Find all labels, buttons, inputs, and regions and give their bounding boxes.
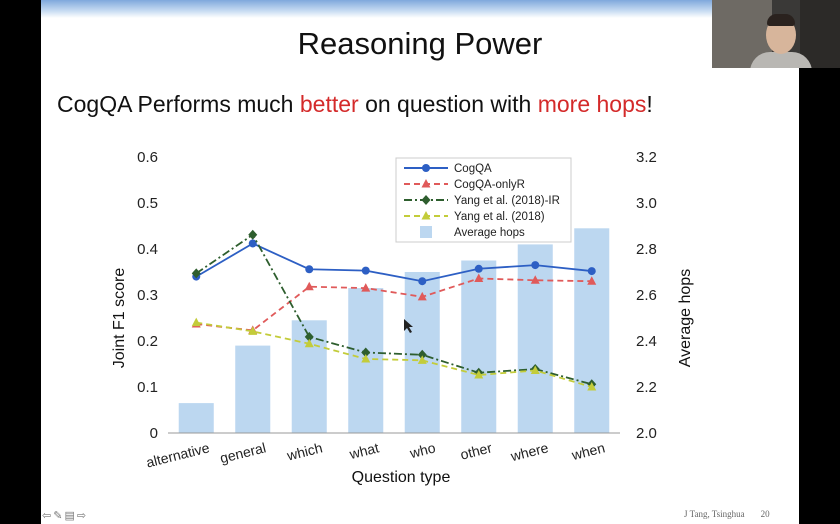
- category-label-where: where: [508, 439, 550, 464]
- right-tick-label-4: 2.8: [636, 241, 657, 258]
- series-3-point-which: [304, 338, 314, 348]
- category-label-what: what: [347, 439, 381, 462]
- slide-title: Reasoning Power: [297, 26, 543, 61]
- series-1-point-when: [587, 276, 597, 285]
- presenter-shirt: [750, 52, 812, 68]
- series-3-point-where: [530, 365, 540, 374]
- series-3-point-alternative: [191, 317, 201, 327]
- bar-average-hops-when: [574, 228, 610, 433]
- series-line-3: [196, 321, 593, 388]
- series-line-1: [196, 277, 592, 332]
- slide-nav-controls: ⇦✎▤⇨: [42, 509, 88, 522]
- headline-exclamation: !: [646, 91, 653, 117]
- slide-headline: CogQA Performs much better on question w…: [57, 91, 653, 118]
- y-axis-title-right: Average hops: [677, 269, 694, 367]
- series-1-point-where: [530, 275, 540, 284]
- category-label-general: general: [218, 439, 267, 466]
- series-2-point-who: [417, 349, 427, 360]
- bar-average-hops-where: [517, 244, 553, 433]
- left-tick-label-3: 0.3: [137, 287, 158, 304]
- right-tick-label-1: 2.2: [636, 379, 657, 396]
- series-line-2: [195, 233, 592, 386]
- legend-entry-4: Average hops: [454, 227, 525, 239]
- series-2-point-alternative: [191, 268, 201, 279]
- left-tick-label-4: 0.4: [137, 241, 158, 258]
- slide-canvas: [41, 0, 799, 524]
- x-axis-title: Question type: [352, 469, 451, 486]
- series-3-point-what: [361, 353, 371, 363]
- series-0-point-general: [248, 239, 257, 248]
- left-tick-label-1: 0.1: [137, 379, 158, 396]
- series-0-point-what: [361, 266, 370, 275]
- headline-text-1: CogQA Performs much: [57, 91, 300, 117]
- category-label-other: other: [459, 439, 494, 462]
- series-2-point-what: [361, 347, 371, 358]
- right-tick-label-6: 3.2: [636, 149, 657, 166]
- series-0-point-when: [587, 267, 596, 276]
- series-3-point-when: [587, 382, 597, 391]
- category-label-who: who: [407, 439, 437, 461]
- category-label-which: which: [284, 439, 324, 463]
- forward-arrow-icon[interactable]: ⇨: [76, 510, 89, 522]
- series-1-point-who: [417, 291, 427, 301]
- legend-entry-2: Yang et al. (2018)-IR: [454, 195, 560, 207]
- legend-entry-1: CogQA-onlyR: [454, 179, 525, 191]
- right-tick-label-2: 2.4: [636, 333, 657, 350]
- series-line-0: [195, 242, 592, 283]
- series-1-point-which: [304, 281, 314, 291]
- legend-marker-2: [421, 195, 431, 205]
- presenter-hair: [767, 14, 795, 26]
- category-label-when: when: [569, 439, 606, 463]
- headline-text-2: on question with: [358, 91, 538, 117]
- headline-emphasis-better: better: [299, 91, 359, 117]
- series-0-point-where: [531, 261, 540, 270]
- legend-marker-1: [421, 179, 431, 188]
- series-3-point-general: [248, 326, 258, 335]
- series-1-point-other: [474, 273, 484, 282]
- bar-average-hops-alternative: [178, 403, 214, 433]
- left-tick-label-6: 0.6: [137, 149, 158, 166]
- legend-marker-0: [422, 164, 430, 172]
- right-tick-label-0: 2.0: [636, 425, 657, 442]
- bar-average-hops-other: [461, 260, 497, 433]
- category-label-alternative: alternative: [144, 439, 211, 470]
- legend-swatch-bars: [420, 226, 432, 238]
- right-tick-label-3: 2.6: [636, 287, 657, 304]
- legend-entry-0: CogQA: [454, 163, 492, 175]
- menu-icon[interactable]: ▤: [64, 510, 77, 522]
- legend-marker-3: [421, 211, 431, 220]
- webcam-background-shelf: [800, 0, 840, 68]
- left-tick-label-2: 0.2: [137, 333, 158, 350]
- back-arrow-icon[interactable]: ⇦: [42, 510, 54, 522]
- left-tick-label-5: 0.5: [137, 195, 158, 212]
- slide-top-bar: [41, 0, 799, 18]
- mouse-cursor-icon: [404, 319, 413, 333]
- slide-footer: J Tang, Tsinghua 20: [684, 509, 770, 519]
- series-3-point-other: [474, 370, 484, 379]
- legend-entry-3: Yang et al. (2018): [454, 211, 545, 223]
- webcam-video: [712, 0, 840, 68]
- y-axis-title-left: Joint F1 score: [111, 268, 128, 369]
- series-0-point-which: [305, 265, 314, 274]
- left-tick-label-0: 0: [150, 425, 158, 442]
- series-3-point-who: [417, 355, 427, 364]
- pen-icon[interactable]: ✎: [53, 510, 65, 522]
- footer-author: J Tang, Tsinghua: [684, 509, 745, 519]
- headline-emphasis-more-hops: more hops: [537, 91, 647, 117]
- series-0-point-who: [418, 277, 427, 286]
- series-2-point-which: [304, 331, 314, 342]
- bar-average-hops-general: [235, 345, 271, 433]
- series-1-point-what: [361, 283, 371, 292]
- right-tick-label-5: 3.0: [636, 195, 657, 212]
- series-2-point-general: [248, 229, 258, 240]
- page-number: 20: [760, 509, 770, 519]
- series-0-point-other: [474, 264, 483, 273]
